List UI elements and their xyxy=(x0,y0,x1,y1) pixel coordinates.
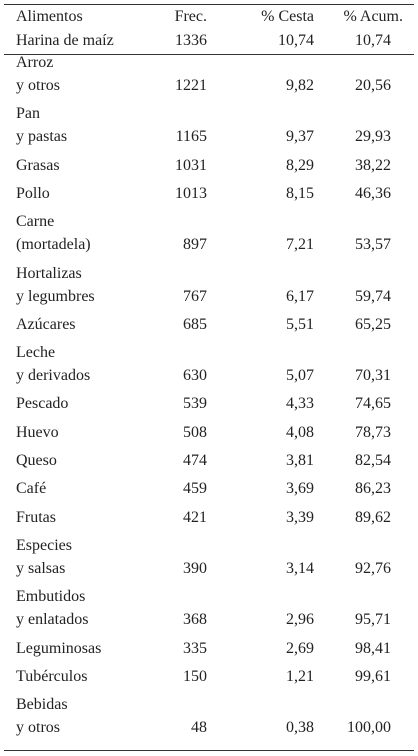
frec-cell: 897 xyxy=(183,236,207,254)
cesta-cell: 9,82 xyxy=(286,77,314,94)
frec-cell: 1031 xyxy=(175,156,207,174)
row-label: Queso xyxy=(16,452,57,469)
frec-cell: 150 xyxy=(183,667,207,685)
frec-cell: 767 xyxy=(183,287,207,305)
acum-cell: 20,56 xyxy=(355,77,391,94)
cesta-cell: 3,14 xyxy=(286,559,314,577)
cesta-cell: 3,81 xyxy=(286,452,314,469)
frec-cell: 630 xyxy=(183,367,207,385)
frec-cell: 508 xyxy=(183,423,207,441)
row-label: Leguminosas xyxy=(16,639,102,657)
column-header: Alimentos xyxy=(16,8,83,25)
row-label: Carne xyxy=(16,213,55,231)
cesta-cell: 2,69 xyxy=(286,639,314,657)
acum-cell: 46,36 xyxy=(355,184,391,202)
row-label: y otros xyxy=(16,719,60,737)
cesta-cell: 4,33 xyxy=(286,395,314,413)
row-label: y pastas xyxy=(16,128,68,146)
frec-cell: 459 xyxy=(183,480,207,498)
frec-cell: 368 xyxy=(183,611,207,629)
row-label: y derivados xyxy=(16,367,91,385)
cesta-cell: 4,08 xyxy=(286,423,314,441)
row-label: y otros xyxy=(16,77,60,94)
cesta-cell: 1,21 xyxy=(286,667,314,685)
row-label: Leche xyxy=(16,344,56,362)
cesta-cell: 10,74 xyxy=(278,32,314,49)
row-label: (mortadela) xyxy=(16,236,91,254)
row-label: Bebidas xyxy=(16,696,68,714)
cesta-cell: 9,37 xyxy=(286,128,314,146)
acum-cell: 65,25 xyxy=(355,315,391,333)
cesta-cell: 6,17 xyxy=(286,287,314,305)
cesta-cell: 5,07 xyxy=(286,367,314,385)
row-label: Embutidos xyxy=(16,588,86,606)
frec-cell: 421 xyxy=(183,508,207,526)
acum-cell: 99,61 xyxy=(355,667,391,685)
acum-cell: 78,73 xyxy=(355,423,391,441)
row-label: Pollo xyxy=(16,184,50,202)
acum-cell: 29,93 xyxy=(355,128,391,146)
row-label: Arroz xyxy=(16,54,54,71)
frec-cell: 1165 xyxy=(175,128,207,146)
row-label: y enlatados xyxy=(16,611,89,629)
acum-cell: 10,74 xyxy=(355,32,391,49)
frec-cell: 1336 xyxy=(175,32,207,49)
column-header: % Acum. xyxy=(343,8,403,25)
acum-cell: 89,62 xyxy=(355,508,391,526)
frec-cell: 474 xyxy=(183,452,207,469)
cesta-cell: 5,51 xyxy=(286,315,314,333)
acum-cell: 86,23 xyxy=(355,480,391,498)
acum-cell: 100,00 xyxy=(347,719,391,737)
frec-cell: 1221 xyxy=(175,77,207,94)
header-rule xyxy=(4,54,414,55)
cesta-cell: 3,69 xyxy=(286,480,314,498)
acum-cell: 92,76 xyxy=(355,559,391,577)
acum-cell: 74,65 xyxy=(355,395,391,413)
row-label: Huevo xyxy=(16,423,59,441)
frec-cell: 1013 xyxy=(175,184,207,202)
row-label: Especies xyxy=(16,536,72,554)
row-label: Grasas xyxy=(16,156,60,174)
row-label: Pescado xyxy=(16,395,69,413)
column-header: % Cesta xyxy=(261,8,314,25)
acum-cell: 59,74 xyxy=(355,287,391,305)
column-header: Frec. xyxy=(174,8,207,25)
frec-cell: 390 xyxy=(183,559,207,577)
row-label: Azúcares xyxy=(16,315,76,333)
row-label: Pan xyxy=(16,105,40,123)
row-label: Café xyxy=(16,480,47,498)
acum-cell: 82,54 xyxy=(355,452,391,469)
cesta-cell: 8,29 xyxy=(286,156,314,174)
row-label: Hortalizas xyxy=(16,264,82,282)
row-label: Harina de maíz xyxy=(16,32,114,49)
acum-cell: 98,41 xyxy=(355,639,391,657)
acum-cell: 95,71 xyxy=(355,611,391,629)
acum-cell: 38,22 xyxy=(355,156,391,174)
acum-cell: 53,57 xyxy=(355,236,391,254)
cesta-cell: 0,38 xyxy=(286,719,314,737)
row-label: y salsas xyxy=(16,559,66,577)
row-label: Tubérculos xyxy=(16,667,88,685)
cesta-cell: 3,39 xyxy=(286,508,314,526)
top-rule xyxy=(4,4,414,5)
cesta-cell: 2,96 xyxy=(286,611,314,629)
frec-cell: 335 xyxy=(183,639,207,657)
bottom-rule xyxy=(4,750,414,751)
row-label: Frutas xyxy=(16,508,56,526)
frec-cell: 48 xyxy=(191,719,207,737)
acum-cell: 70,31 xyxy=(355,367,391,385)
row-label: y legumbres xyxy=(16,287,95,305)
cesta-cell: 8,15 xyxy=(286,184,314,202)
frec-cell: 685 xyxy=(183,315,207,333)
frec-cell: 539 xyxy=(183,395,207,413)
cesta-cell: 7,21 xyxy=(286,236,314,254)
